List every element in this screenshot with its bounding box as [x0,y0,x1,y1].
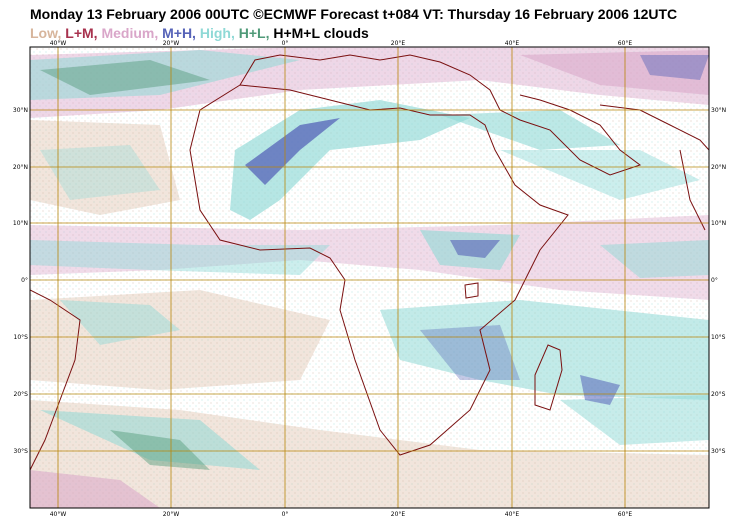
lat-label: 10°S [711,334,726,341]
lat-label: 10°N [711,220,726,227]
lon-label: 0° [282,511,289,518]
legend-high-low: H+L, [238,25,270,41]
lon-label-top: 20°W [163,40,180,47]
legend-all-levels: H+M+L clouds [273,25,369,41]
latitude-labels-left: 30°N 20°N 10°N 0° 10°S 20°S 30°S [13,107,28,455]
lat-label: 20°N [711,164,726,171]
lat-label: 30°S [711,448,726,455]
cloud-legend: Low, L+M, Medium, M+H, High, H+L, H+M+L … [30,25,369,41]
legend-high: High, [199,25,235,41]
lat-label: 20°S [711,391,726,398]
legend-medium-high: M+H, [162,25,196,41]
legend-low: Low, [30,25,62,41]
lat-label: 10°S [14,334,29,341]
lon-label-top: 0° [282,40,289,47]
lat-label: 30°N [13,107,28,114]
legend-low-medium: L+M, [65,25,98,41]
lat-label: 30°N [711,107,726,114]
lat-label: 20°N [13,164,28,171]
coastlines [30,54,709,471]
cloud-field [30,47,709,508]
lon-label-top: 40°W [50,40,67,47]
legend-medium: Medium, [101,25,159,41]
lon-label-top: 20°E [391,40,406,47]
lon-label: 20°W [163,511,180,518]
longitude-labels: 40°W 20°W 0° 20°E 40°E 60°E 40°W 20°W 0°… [50,40,633,518]
lon-label-top: 60°E [618,40,633,47]
lat-label: 30°S [14,448,29,455]
lon-label: 20°E [391,511,406,518]
lat-label: 0° [711,277,718,284]
lat-lon-grid [30,47,709,508]
lat-label: 0° [21,277,28,284]
lon-label: 40°W [50,511,67,518]
lon-label-top: 40°E [505,40,520,47]
lon-label: 40°E [505,511,520,518]
latitude-labels-right: 30°N 20°N 10°N 0° 10°S 20°S 30°S [711,107,726,455]
map-title: Monday 13 February 2006 00UTC ©ECMWF For… [30,6,678,22]
lon-label: 60°E [618,511,633,518]
lat-label: 20°S [14,391,29,398]
lat-label: 10°N [13,220,28,227]
